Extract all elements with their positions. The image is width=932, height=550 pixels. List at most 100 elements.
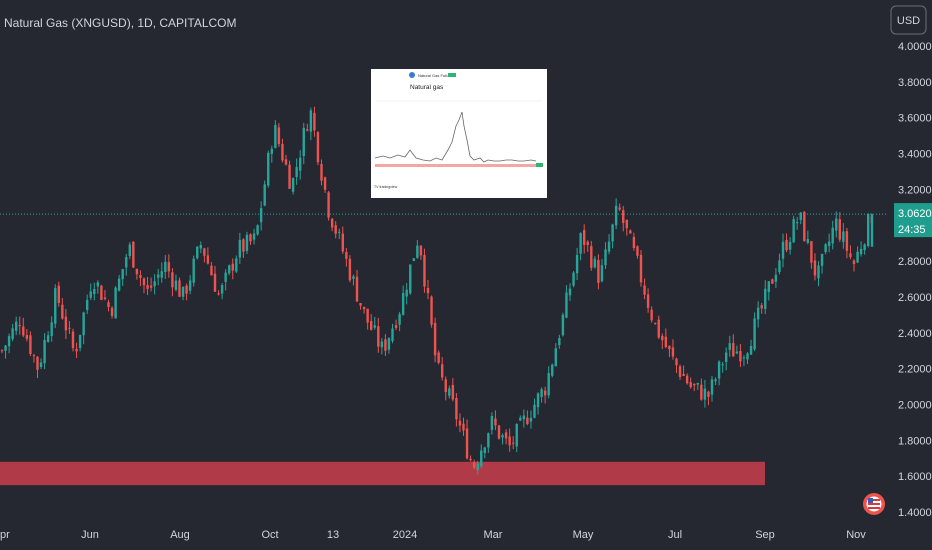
candle-body [242,239,245,252]
candle-body [735,351,739,354]
inset-title: Natural gas [410,84,444,91]
candle-body [196,246,199,259]
candle-body [139,275,142,278]
candle-body [543,390,547,396]
candle-body [78,334,82,349]
currency-button[interactable]: USD [890,5,927,35]
candles-group [0,106,874,475]
candle-body [614,205,618,226]
candle-body [725,352,728,362]
candle-body [753,318,756,350]
candle-body [416,245,419,258]
x-tick-label: May [573,529,594,541]
candle-body [437,352,440,363]
y-tick-label: 2.2000 [898,364,932,376]
candle-body [178,280,181,297]
candle-body [675,358,678,366]
x-tick-label: Nov [846,529,866,541]
candle-body [57,285,60,303]
candle-body [593,258,597,268]
candle-body [128,244,131,257]
candle-body [760,305,763,309]
candle-body [401,293,405,315]
inset-footer: TV tradingview [374,185,398,189]
candle-body [717,361,721,379]
candle-body [671,347,675,357]
candle-body [32,355,36,357]
candle-body [693,383,696,386]
candle-body [334,225,337,234]
candle-body [472,461,476,468]
x-tick-label: Sep [755,529,775,541]
flag-icon-canton [868,498,873,503]
candle-body [714,379,717,382]
candle-body [554,348,557,367]
candle-body [313,112,316,131]
flag-icon[interactable] [863,493,885,515]
x-tick-label: Aug [170,529,190,541]
candle-body [483,447,486,453]
candle-body [547,373,550,396]
candle-body [519,417,522,421]
candle-body [103,297,107,300]
y-tick-label: 3.4000 [898,149,932,161]
candle-body [142,278,146,286]
x-tick-label: 2024 [393,529,417,541]
price-badge-value: 3.0620 [898,208,932,220]
candle-body [806,239,810,243]
candle-body [412,258,415,261]
candle-body [15,321,18,331]
support-zone [0,461,765,486]
candle-body [249,234,252,242]
candle-body [661,335,664,341]
candle-body [68,327,71,329]
candle-body [224,272,227,282]
candle-body [93,289,96,295]
candle-body [384,339,387,351]
candle-body [508,436,511,446]
x-tick-label: Oct [261,529,278,541]
candle-body [700,384,703,400]
candle-body [867,214,870,247]
candle-body [146,285,149,289]
x-tick-label: Jul [668,529,682,541]
candle-body [817,265,820,279]
candle-body [433,322,437,356]
inset-header-text: Natural Gas Futures [418,73,454,78]
candle-body [316,132,320,163]
candle-body [86,299,89,310]
candle-body [575,255,579,274]
flag-icon-stripe [868,503,880,505]
candle-body [820,253,824,266]
candle-body [597,260,600,283]
candle-body [359,302,362,306]
candle-body [458,420,462,426]
candle-body [199,245,202,249]
x-tick-label: Jun [81,529,99,541]
price-badge-frame [894,203,932,238]
candle-body [746,353,749,360]
inset-logo-icon [409,72,415,78]
candle-body [259,208,263,223]
candle-body [114,287,117,319]
currency-button-frame[interactable] [890,5,927,35]
x-tick-label: pr [0,529,10,541]
candle-body [607,241,611,252]
candle-body [792,219,795,243]
candle-body [533,404,536,418]
candle-body [646,294,650,308]
candle-body [29,335,32,354]
candle-body [771,279,774,284]
candle-body [355,276,359,302]
candle-body [380,341,384,348]
x-tick-label: Mar [484,529,503,541]
candle-body [703,388,707,400]
currency-button-label[interactable]: USD [897,15,920,27]
candle-body [160,271,163,278]
candle-body [295,167,298,177]
candle-body [320,163,323,181]
candle-body [231,263,234,271]
candle-body [362,306,366,310]
candle-body [157,274,160,278]
